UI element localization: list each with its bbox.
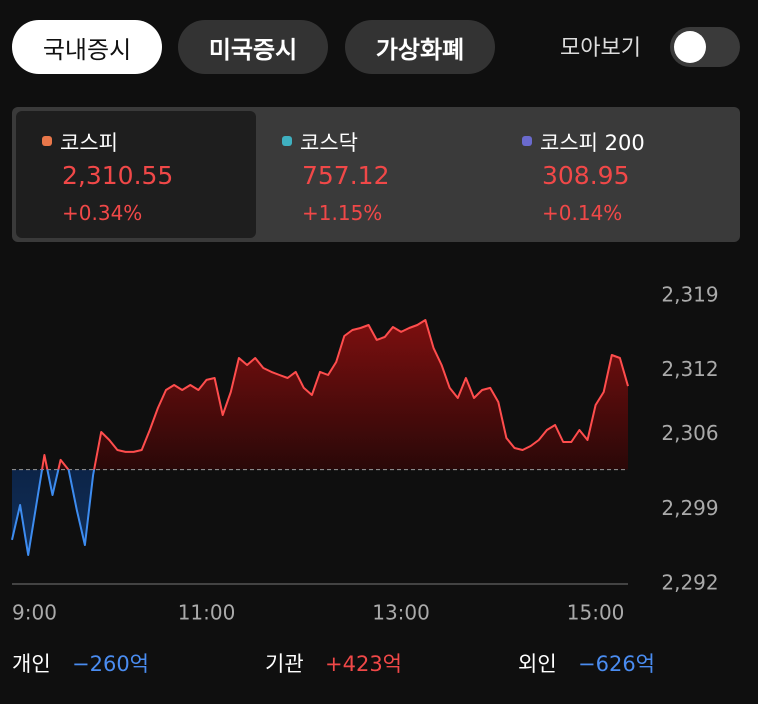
price-line: [11, 319, 629, 556]
x-tick-label: 13:00: [372, 601, 430, 625]
tab[interactable]: 미국증시: [178, 20, 328, 74]
index-card[interactable]: 코스닥 757.12 +1.15%: [256, 111, 496, 238]
chart: 2,319 2,312 2,306 2,299 2,292 9:00 11:00 13:00 1…: [11, 283, 719, 625]
dot: [522, 136, 532, 146]
y-tick-label: 2,319: [661, 283, 718, 307]
index-name: 코스피: [60, 131, 118, 155]
index-card[interactable]: 코스피 200 308.95 +0.14%: [496, 111, 736, 238]
flow-value: −260억: [72, 652, 149, 676]
index-change: +1.15%: [302, 201, 383, 225]
index-value: 2,310.55: [62, 161, 174, 190]
dot: [42, 136, 52, 146]
index-name: 코스피 200: [540, 131, 645, 155]
x-tick-label: 11:00: [178, 601, 236, 625]
x-tick-label: 9:00: [12, 601, 57, 625]
dot: [282, 136, 292, 146]
index-panel: 코스피 2,310.55 +0.34% 코스닥 757.12 +1.15% 코스…: [12, 107, 740, 242]
flow-value: −626억: [578, 652, 655, 676]
toggle-knob: [674, 31, 706, 63]
index-card[interactable]: 코스피 2,310.55 +0.34%: [16, 111, 256, 238]
toggle-label: 모아보기: [560, 36, 641, 61]
toggle[interactable]: [670, 27, 740, 67]
y-tick-label: 2,292: [661, 571, 718, 595]
index-name: 코스닥: [300, 131, 358, 155]
flow-label: 개인: [12, 652, 51, 676]
y-tick-label: 2,299: [661, 496, 718, 520]
y-tick-label: 2,306: [661, 421, 718, 445]
index-change: +0.34%: [62, 201, 143, 225]
index-value: 757.12: [302, 161, 390, 190]
flow-label: 외인: [518, 652, 557, 676]
flow-label: 기관: [265, 652, 304, 676]
x-tick-label: 15:00: [567, 601, 625, 625]
tab[interactable]: 가상화폐: [345, 20, 495, 74]
y-tick-label: 2,312: [661, 357, 718, 381]
index-change: +0.14%: [542, 201, 623, 225]
area: [12, 320, 628, 555]
tab[interactable]: 국내증시: [12, 20, 162, 74]
flow-value: +423억: [325, 652, 402, 676]
index-value: 308.95: [542, 161, 630, 190]
